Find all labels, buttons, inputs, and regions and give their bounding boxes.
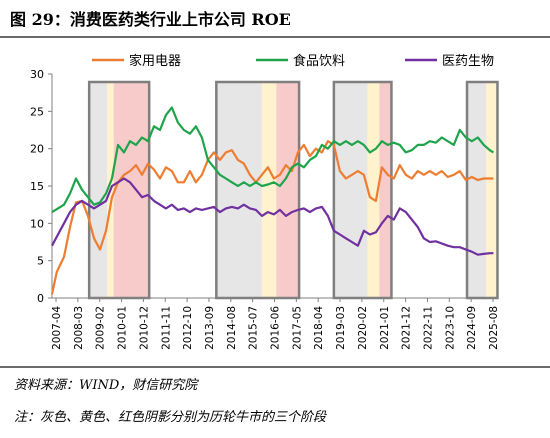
y-tick-label: 20	[30, 143, 44, 156]
series-line-医药生物	[51, 177, 494, 256]
bull-shade-yellow	[367, 82, 380, 298]
x-tick-label: 2007-04	[51, 306, 63, 350]
x-tick-label: 2024-09	[466, 306, 478, 350]
roe-line-chart: 0 5 10 15 20 25 30 2007-04 2008-03 2009-02 2010-01…	[30, 53, 500, 350]
x-tick-label: 2014-08	[226, 306, 238, 350]
y-tick-label: 30	[30, 68, 44, 81]
x-tick-label: 2022-11	[422, 306, 434, 350]
bull-shade-yellow	[486, 82, 498, 298]
bull-shade-gray	[89, 82, 108, 298]
x-tick-label: 2020-02	[357, 306, 369, 350]
legend-label: 医药生物	[442, 54, 494, 69]
bull-shade-gray	[467, 82, 487, 298]
legend-label: 家用电器	[129, 53, 181, 69]
bull-shade-yellow	[261, 82, 277, 298]
y-tick-label: 15	[30, 180, 44, 193]
legend-label: 食品饮料	[293, 53, 345, 69]
x-tick-label: 2009-02	[95, 306, 107, 350]
y-tick-label: 10	[30, 217, 44, 230]
x-tick-label: 2025-08	[488, 306, 500, 350]
footer-rule	[0, 366, 550, 368]
bull-shade-red	[276, 82, 300, 298]
shading-caption: 注：灰色、黄色、红色阴影分别为历轮牛市的三个阶段	[14, 410, 327, 425]
bull-shade-gray	[333, 82, 368, 298]
y-tick-label: 25	[30, 105, 44, 118]
x-tick-label: 2023-10	[444, 306, 456, 350]
x-tick-label: 2012-10	[182, 306, 194, 350]
series-line-家用电器	[50, 140, 494, 295]
x-tick-label: 2019-03	[335, 306, 347, 350]
x-tick-label: 2010-12	[138, 306, 150, 350]
x-tick-label: 2008-03	[73, 306, 85, 350]
x-tick-label: 2016-06	[270, 306, 282, 350]
bull-shade-gray	[216, 82, 262, 298]
figure-title: 图 29：消费医药类行业上市公司 ROE	[10, 10, 291, 29]
y-tick-label: 0	[37, 292, 44, 305]
bull-shade-red	[113, 82, 150, 298]
x-tick-label: 2021-12	[401, 306, 413, 350]
source-note: 资料来源：WIND，财信研究院	[14, 378, 198, 393]
title-rule	[0, 36, 550, 38]
x-tick-label: 2010-01	[117, 306, 129, 350]
y-tick-label: 5	[37, 255, 44, 268]
series-line-食品饮料	[51, 106, 494, 214]
x-tick-label: 2018-04	[313, 306, 325, 350]
bull-shade-red	[379, 82, 392, 298]
x-tick-label: 2011-11	[160, 306, 172, 350]
x-tick-label: 2017-05	[291, 306, 303, 350]
x-tick-label: 2013-09	[204, 306, 216, 350]
x-tick-label: 2015-07	[248, 306, 260, 350]
x-tick-label: 2021-01	[379, 306, 391, 350]
